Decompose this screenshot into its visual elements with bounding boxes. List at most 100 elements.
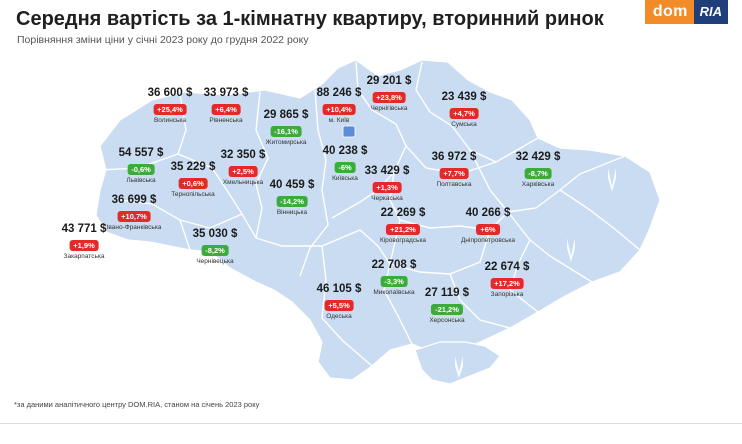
region-change-badge: +6% [476,223,500,235]
region-change-badge: +21,2% [386,223,420,235]
region-name: Львівська [126,176,156,184]
region-change-badge: -16,1% [270,125,302,137]
region-price: 43 771 $ [61,223,107,235]
region-name: м. Київ [328,116,350,124]
region-price: 36 600 $ [147,87,193,99]
region-price: 40 266 $ [465,207,511,219]
region-change-badge: -6% [334,161,356,173]
region-dnipro: 40 266 $ +6% Дніпропетровська [461,207,515,244]
region-price: 46 105 $ [316,283,362,295]
region-price: 33 973 $ [203,87,249,99]
region-name: Кіровоградська [379,236,427,244]
region-vinnytsia: 40 459 $ -14,2% Вінницька [269,179,315,216]
region-change-badge: +5,5% [324,299,354,311]
region-price: 23 439 $ [441,91,487,103]
region-zakarpattia: 43 771 $ +1,9% Закарпатська [61,223,107,260]
region-change-badge: -8,7% [524,167,552,179]
region-chernihiv: 29 201 $ +23,8% Чернігівська [367,75,412,112]
region-price: 32 429 $ [515,151,561,163]
region-change-badge: -0,6% [127,163,155,175]
region-ternopil: 35 229 $ +0,6% Тернопільська [170,161,216,198]
region-change-badge: -8,2% [201,244,229,256]
region-name: Тернопільська [171,190,215,198]
region-sumy: 23 439 $ +4,7% Сумська [441,91,487,128]
region-name: Рівненська [209,116,243,124]
logo-ria-text: RIA [693,0,728,24]
region-name: Волинська [153,116,187,124]
region-price: 22 269 $ [380,207,426,219]
region-zhytomyr: 29 865 $ -16,1% Житомирська [263,109,309,146]
region-name: Запорізька [490,290,524,298]
region-name: Харківська [521,180,555,188]
region-change-badge: +17,2% [490,277,524,289]
region-price: 35 229 $ [170,161,216,173]
region-change-badge: -14,2% [276,195,308,207]
region-price: 40 238 $ [322,145,368,157]
region-change-badge: +0,6% [178,177,208,189]
region-price: 88 246 $ [316,87,362,99]
region-name: Черкаська [371,194,403,202]
region-volyn: 36 600 $ +25,4% Волинська [147,87,193,124]
region-price: 29 865 $ [263,109,309,121]
region-name: Сумська [451,120,477,128]
region-mykolaiv: 22 708 $ -3,3% Миколаївська [371,259,417,296]
region-name: Вінницька [276,208,308,216]
region-change-badge: +4,7% [449,107,479,119]
region-price: 35 030 $ [192,228,238,240]
trident-icon [455,168,616,378]
kyiv-city-marker [342,125,356,138]
region-ivano-frankivsk: 36 699 $ +10,7% Івано-Франківська [106,194,162,231]
region-change-badge: +1,3% [372,181,402,193]
crimea-peninsula [414,341,501,385]
region-name: Київська [332,174,358,182]
region-name: Закарпатська [63,252,105,260]
region-change-badge: +10,7% [117,210,151,222]
region-price: 27 119 $ [424,287,470,299]
region-change-badge: +7,7% [439,167,469,179]
region-kyiv-oblast: 40 238 $ -6% Київська [322,145,368,182]
region-price: 40 459 $ [269,179,315,191]
region-price: 54 557 $ [118,147,164,159]
region-change-badge: -21,2% [431,303,463,315]
region-name: Івано-Франківська [106,223,162,231]
region-kyiv-city: 88 246 $ +10,4% м. Київ [316,87,362,124]
region-cherkasy: 33 429 $ +1,3% Черкаська [364,165,410,202]
region-kharkiv: 32 429 $ -8,7% Харківська [515,151,561,188]
region-rivne: 33 973 $ +6,4% Рівненська [203,87,249,124]
region-chernivtsi: 35 030 $ -8,2% Чернівецька [192,228,238,265]
logo-dom-text: dom [644,0,694,24]
region-khmelnytskyi: 32 350 $ +2,5% Хмельницька [220,149,266,186]
bottom-divider [0,423,742,424]
domria-logo: dom RIA [644,0,728,24]
region-kirovohrad: 22 269 $ +21,2% Кіровоградська [379,207,427,244]
region-change-badge: +23,8% [372,91,406,103]
region-name: Дніпропетровська [461,236,515,244]
region-change-badge: +10,4% [322,103,356,115]
region-name: Полтавська [436,180,472,188]
region-name: Одеська [326,312,352,320]
region-change-badge: +2,5% [228,165,258,177]
page-title: Середня вартість за 1-кімнатну квартиру,… [16,8,604,30]
region-name: Миколаївська [373,288,415,296]
region-name: Хмельницька [222,178,264,186]
region-change-badge: -3,3% [380,275,408,287]
region-name: Житомирська [265,138,307,146]
region-change-badge: +25,4% [153,103,187,115]
page-subtitle: Порівняння зміни ціни у січні 2023 року … [17,34,309,46]
region-price: 22 674 $ [484,261,530,273]
region-price: 36 972 $ [431,151,477,163]
region-kherson: 27 119 $ -21,2% Херсонська [424,287,470,324]
region-price: 36 699 $ [111,194,157,206]
region-price: 33 429 $ [364,165,410,177]
region-odesa: 46 105 $ +5,5% Одеська [316,283,362,320]
region-change-badge: +6,4% [211,103,241,115]
region-lviv: 54 557 $ -0,6% Львівська [118,147,164,184]
region-zaporizhzhia: 22 674 $ +17,2% Запорізька [484,261,530,298]
region-change-badge: +1,9% [69,239,99,251]
region-price: 22 708 $ [371,259,417,271]
region-name: Чернівецька [196,257,234,265]
region-poltava: 36 972 $ +7,7% Полтавська [431,151,477,188]
region-name: Чернігівська [370,104,408,112]
region-price: 32 350 $ [220,149,266,161]
source-footnote: *за даними аналітичного центру DOM.RIA, … [14,400,260,409]
